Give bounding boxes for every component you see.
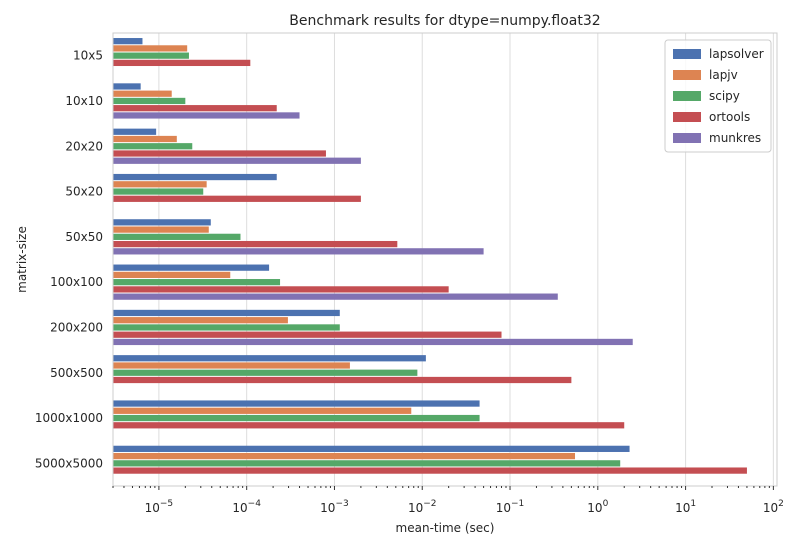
y-axis-ticks: 10x5 10x10 20x20 50x20 50x50 100x100 200x200 50…: [35, 49, 103, 471]
bar-lapjv: [113, 362, 350, 369]
legend-label-scipy: scipy: [709, 89, 740, 103]
bar-lapjv: [113, 90, 172, 97]
bar-scipy: [113, 279, 281, 286]
bar-ortools: [113, 59, 251, 67]
x-axis-label: mean-time (sec): [396, 521, 495, 535]
bar-lapsolver: [113, 219, 211, 226]
legend-label-lapjv: lapjv: [709, 68, 738, 82]
y-tick-label: 20x20: [65, 139, 103, 153]
bar-scipy: [113, 460, 621, 467]
bar-lapjv: [113, 271, 231, 279]
legend-label-ortools: ortools: [709, 110, 750, 124]
y-axis-label: matrix-size: [15, 226, 29, 293]
x-tick-label: 100: [587, 499, 608, 515]
legend-box: [664, 39, 772, 153]
bar-lapjv: [113, 226, 209, 233]
y-tick-label: 100x100: [50, 275, 103, 289]
legend-label-munkres: munkres: [709, 131, 761, 145]
legend-swatch-munkres: [673, 133, 701, 143]
bar-ortools: [113, 331, 502, 338]
legend-label-lapsolver: lapsolver: [709, 47, 764, 61]
chart-title: Benchmark results for dtype=numpy.float3…: [289, 13, 600, 29]
bar-lapjv: [113, 135, 177, 143]
bar-scipy: [113, 369, 418, 376]
bar-ortools: [113, 240, 398, 248]
bar-lapjv: [113, 181, 207, 188]
x-tick-label: 10−4: [232, 499, 261, 515]
bar-lapsolver: [113, 173, 277, 181]
y-tick-label: 10x10: [65, 94, 103, 108]
bar-lapjv: [113, 45, 188, 52]
bar-scipy: [113, 414, 480, 422]
legend-swatch-ortools: [673, 112, 701, 122]
x-tick-label: 102: [763, 499, 784, 515]
bar-munkres: [113, 248, 484, 255]
bar-scipy: [113, 97, 186, 105]
y-tick-label: 1000x1000: [35, 411, 103, 425]
y-tick-label: 50x50: [65, 230, 103, 244]
y-tick-label: 50x20: [65, 185, 103, 199]
bar-lapjv: [113, 317, 288, 324]
bar-ortools: [113, 422, 625, 429]
bar-lapsolver: [113, 445, 630, 452]
y-tick-label: 5000x5000: [35, 456, 103, 470]
x-tick-label: 10−1: [496, 499, 525, 515]
bar-ortools: [113, 195, 361, 202]
y-tick-label: 500x500: [50, 366, 103, 380]
bar-lapsolver: [113, 264, 270, 271]
bar-scipy: [113, 143, 193, 150]
legend-swatch-scipy: [673, 91, 701, 101]
legend-swatch-lapjv: [673, 70, 701, 80]
bar-munkres: [113, 338, 633, 346]
bar-ortools: [113, 286, 449, 293]
x-tick-label: 101: [675, 499, 696, 515]
bar-munkres: [113, 157, 361, 164]
bar-lapjv: [113, 452, 576, 460]
bar-lapsolver: [113, 309, 340, 317]
bar-ortools: [113, 467, 747, 474]
x-tick-label: 10−3: [320, 499, 349, 515]
bar-lapsolver: [113, 400, 480, 407]
legend-swatch-lapsolver: [673, 49, 701, 59]
bar-scipy: [113, 324, 340, 331]
x-tick-label: 10−2: [408, 499, 437, 515]
bar-ortools: [113, 105, 277, 112]
x-axis-ticks: 10−5 10−4 10−3 10−2 10−1 100 101 102: [112, 486, 784, 515]
x-tick-label: 10−5: [145, 499, 174, 515]
bar-lapjv: [113, 407, 412, 414]
bar-munkres: [113, 112, 300, 119]
plot-frame: [112, 32, 778, 487]
bar-scipy: [113, 233, 241, 240]
bar-lapsolver: [113, 355, 426, 362]
bar-ortools: [113, 150, 326, 157]
bar-lapsolver: [113, 38, 143, 45]
bar-scipy: [113, 52, 189, 59]
bar-scipy: [113, 188, 204, 195]
bar-lapsolver: [113, 128, 157, 135]
legend: lapsolver lapjv scipy ortools munkres: [664, 39, 772, 153]
bars-group: [113, 38, 747, 474]
bar-lapsolver: [113, 83, 141, 90]
y-tick-label: 10x5: [73, 49, 103, 63]
y-tick-label: 200x200: [50, 320, 103, 334]
bar-munkres: [113, 293, 558, 300]
bar-ortools: [113, 376, 572, 384]
